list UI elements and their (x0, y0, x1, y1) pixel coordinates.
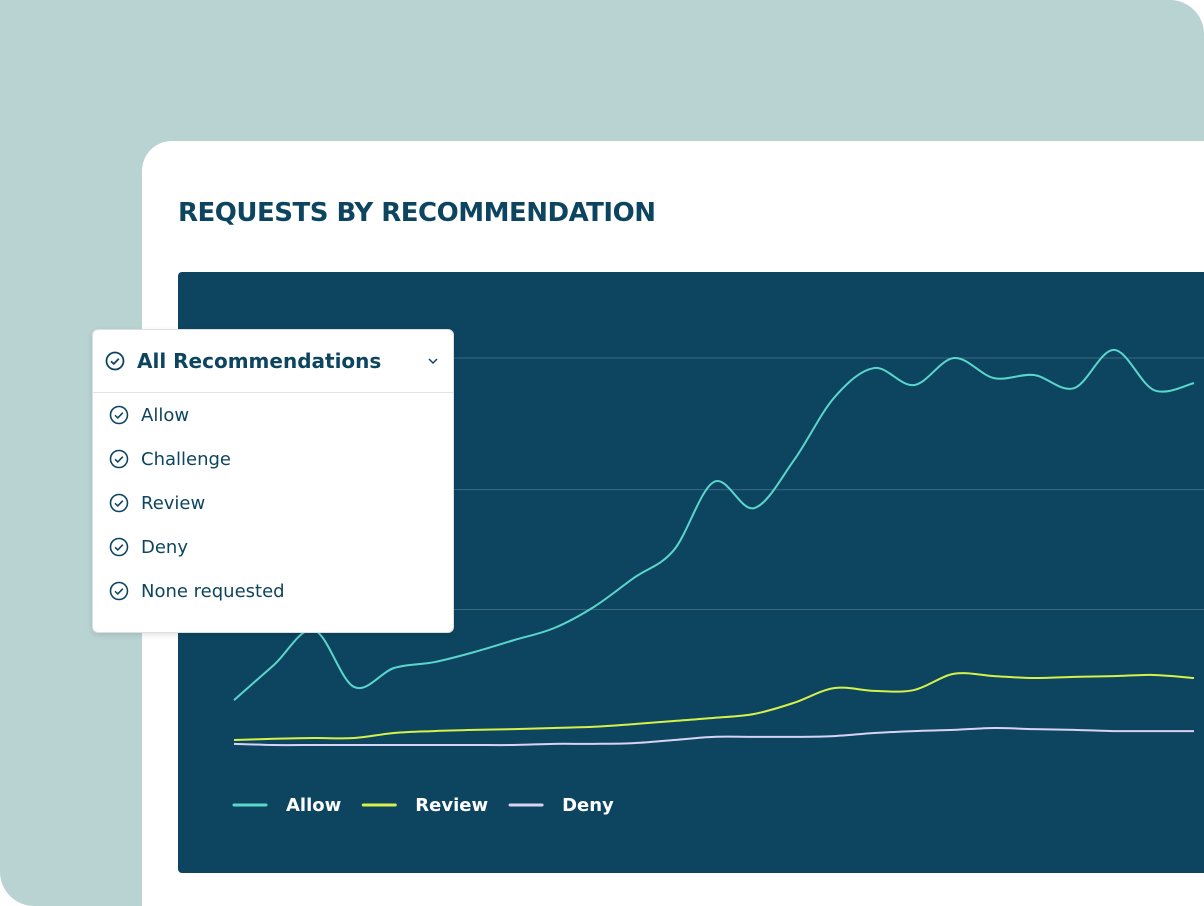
series-line (233, 672, 1195, 741)
option-label: Review (141, 492, 206, 514)
legend-label: Allow (286, 795, 341, 816)
check-icon (109, 581, 129, 601)
series-line (233, 726, 1194, 747)
dropdown-options: Allow Challenge Review Deny None requested (93, 393, 453, 613)
check-icon (109, 405, 129, 425)
dropdown-option[interactable]: None requested (93, 569, 453, 613)
legend-label: Review (415, 795, 488, 816)
chevron-icon (428, 358, 438, 365)
chart-title: REQUESTS BY RECOMMENDATION (178, 198, 656, 228)
dropdown[interactable]: All Recommendations Allow Challenge Review… (92, 329, 454, 633)
series-line (233, 348, 1195, 701)
check-icon (109, 493, 129, 513)
check-icon (105, 351, 125, 371)
dropdown-option[interactable]: Deny (93, 525, 453, 569)
option-label: None requested (141, 580, 285, 602)
dropdown-selected: All Recommendations (137, 349, 382, 373)
option-label: Allow (141, 404, 190, 426)
check-icon (109, 449, 129, 469)
option-label: Deny (141, 536, 188, 558)
option-label: Challenge (141, 448, 231, 470)
dropdown-option[interactable]: Challenge (93, 437, 453, 481)
dropdown-option[interactable]: Allow (93, 393, 453, 437)
dropdown-header[interactable]: All Recommendations (93, 330, 453, 393)
check-icon (109, 537, 129, 557)
legend-label: Deny (562, 795, 614, 816)
dropdown-option[interactable]: Review (93, 481, 453, 525)
